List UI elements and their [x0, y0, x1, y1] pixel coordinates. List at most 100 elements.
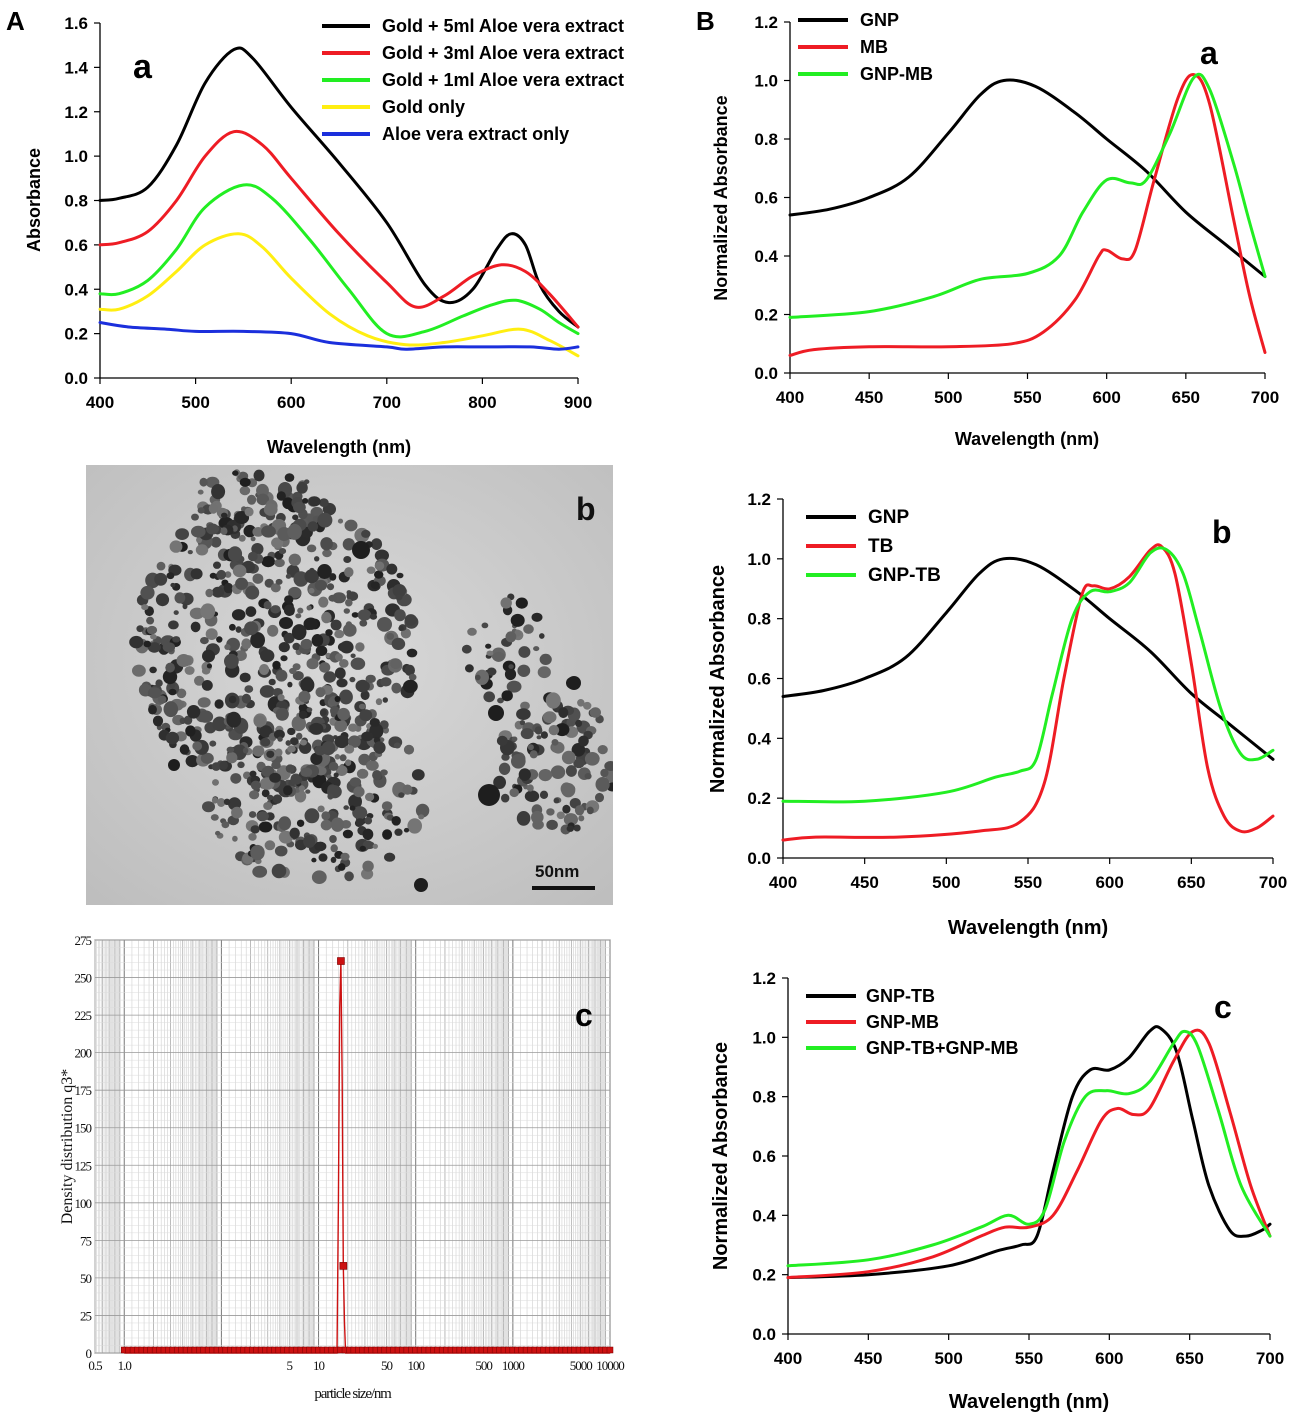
nanoparticle: [206, 663, 212, 669]
nanoparticle: [584, 773, 592, 780]
nanoparticle: [330, 844, 338, 853]
nanoparticle: [132, 664, 146, 677]
chart-a-a-xtick-label: 800: [468, 393, 496, 412]
tem-micrograph: b 50nm: [86, 465, 613, 905]
nanoparticle: [149, 666, 157, 674]
nanoparticle: [589, 707, 601, 718]
nanoparticle-large: [488, 705, 504, 721]
nanoparticle: [375, 698, 383, 706]
nanoparticle: [328, 761, 339, 771]
series-line-gold-3ml-aloe-vera-extract: [98, 129, 580, 329]
nanoparticle: [339, 754, 347, 762]
nanoparticle: [221, 512, 228, 519]
nanoparticle: [571, 743, 586, 757]
nanoparticle: [270, 605, 281, 614]
nanoparticle: [296, 481, 308, 494]
nanoparticle: [285, 740, 292, 746]
chart-b-b-ytick-label: 0.0: [747, 849, 771, 868]
nanoparticle: [292, 514, 299, 521]
nanoparticle: [336, 678, 348, 688]
dist-x-axis-title: particle size/nm: [314, 1386, 392, 1402]
nanoparticle: [169, 540, 183, 553]
chart-b-a-ytick-label: 0.2: [754, 306, 778, 325]
nanoparticle: [575, 719, 583, 727]
scale-bar-label: 50nm: [535, 862, 579, 881]
nanoparticle: [323, 671, 336, 683]
series-line-gnp: [788, 78, 1267, 278]
nanoparticle: [256, 493, 270, 506]
nanoparticle: [465, 664, 474, 673]
nanoparticle: [303, 617, 318, 630]
nanoparticle: [176, 654, 191, 667]
chart-b-c-xtick-label: 400: [774, 1349, 802, 1368]
nanoparticle: [531, 810, 544, 824]
nanoparticle: [403, 744, 415, 755]
nanoparticle: [202, 649, 215, 663]
nanoparticle: [584, 752, 600, 766]
nanoparticle: [334, 667, 346, 679]
nanoparticle: [327, 793, 334, 800]
nanoparticle: [364, 816, 373, 825]
nanoparticle: [595, 777, 610, 792]
legend-label-aloe-vera-extract-only: Aloe vera extract only: [382, 124, 569, 144]
nanoparticle: [213, 561, 221, 569]
nanoparticle: [294, 789, 307, 803]
legend-label-gold-3ml-aloe-vera-extract: Gold + 3ml Aloe vera extract: [382, 43, 624, 63]
nanoparticle: [391, 637, 406, 650]
nanoparticle: [348, 723, 358, 732]
nanoparticle: [553, 798, 560, 804]
nanoparticle: [300, 638, 313, 650]
nanoparticle: [398, 792, 405, 798]
dist-point-marker: [606, 1346, 614, 1354]
nanoparticle: [205, 588, 214, 598]
scale-bar: [532, 886, 595, 890]
nanoparticle: [148, 704, 157, 715]
dist-xtick-label: 10: [313, 1358, 325, 1373]
nanoparticle: [335, 653, 343, 662]
nanoparticle-large: [478, 784, 500, 806]
chart-b-a-x-axis-title: Wavelength (nm): [955, 429, 1099, 449]
nanoparticle: [304, 808, 320, 824]
series-line-gnp-mb: [786, 1028, 1272, 1280]
nanoparticle: [297, 607, 304, 614]
nanoparticle: [243, 524, 257, 538]
nanoparticle: [519, 720, 526, 726]
nanoparticle: [250, 780, 261, 790]
chart-b-a-ytick-label: 0.4: [754, 247, 778, 266]
nanoparticle: [172, 636, 181, 643]
nanoparticle: [565, 765, 577, 777]
nanoparticle: [318, 853, 328, 862]
dist-ytick-label: 25: [80, 1308, 92, 1323]
nanoparticle: [485, 643, 492, 649]
nanoparticle: [371, 538, 383, 550]
chart-b-c-xtick-label: 450: [854, 1349, 882, 1368]
nanoparticle: [339, 640, 354, 654]
nanoparticle: [320, 819, 332, 831]
nanoparticle: [197, 489, 204, 495]
legend-label-gnp: GNP: [868, 507, 910, 528]
nanoparticle: [394, 828, 403, 836]
dist-ytick-label: 0: [86, 1346, 92, 1361]
nanoparticle: [403, 679, 418, 693]
nanoparticle: [340, 852, 350, 861]
nanoparticle: [578, 735, 589, 747]
nanoparticle: [386, 632, 395, 640]
chart-a-a-y-axis-title: Absorbance: [24, 148, 44, 252]
nanoparticle: [550, 765, 566, 779]
nanoparticle: [278, 548, 287, 555]
nanoparticle: [296, 732, 303, 740]
nanoparticle: [146, 625, 158, 635]
nanoparticle: [232, 835, 238, 842]
nanoparticle: [583, 701, 592, 710]
nanoparticle: [270, 583, 281, 593]
nanoparticle: [212, 779, 219, 786]
nanoparticle: [250, 825, 260, 834]
nanoparticle: [306, 658, 319, 670]
nanoparticle: [285, 764, 295, 773]
nanoparticle: [330, 712, 336, 718]
dist-xtick-label: 500: [475, 1358, 492, 1373]
nanoparticle: [360, 690, 370, 701]
nanoparticle: [467, 627, 477, 636]
nanoparticle: [276, 491, 286, 501]
